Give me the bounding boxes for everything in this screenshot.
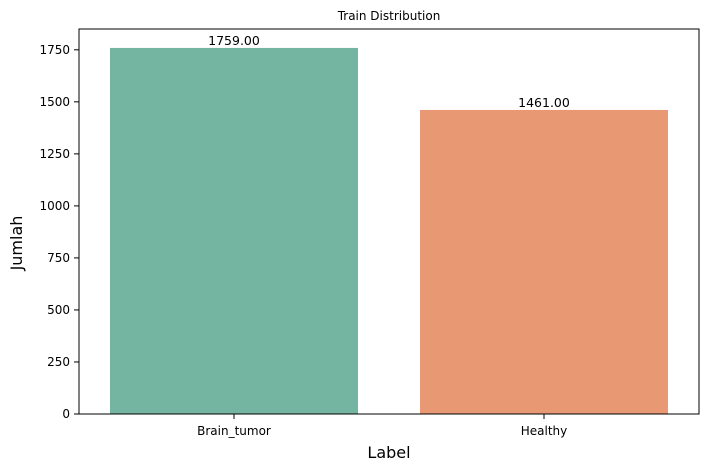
y-tick-label: 1750 (39, 43, 70, 57)
y-tick-label: 250 (47, 355, 70, 369)
y-tick-label: 1250 (39, 147, 70, 161)
x-axis-label: Label (367, 443, 410, 462)
data-label: 1759.00 (208, 33, 260, 48)
data-label: 1461.00 (518, 95, 570, 110)
y-tick-label: 1500 (39, 95, 70, 109)
plot-frame (78, 28, 700, 415)
bar-brain-tumor (110, 47, 358, 415)
plot-area: 1759.00 Brain_tumor 1461.00 Healthy 0 250 500 7… (39, 28, 700, 438)
y-tick-label: 1000 (39, 199, 70, 213)
y-tick-label: 750 (47, 251, 70, 265)
y-tick-label: 0 (62, 407, 70, 421)
y-axis-label: Jumlah (7, 216, 26, 272)
x-tick-label: Healthy (521, 424, 568, 438)
chart-title: Train Distribution (337, 9, 441, 23)
x-tick-label: Brain_tumor (197, 424, 271, 438)
y-tick-label: 500 (47, 303, 70, 317)
bar-healthy (420, 109, 668, 415)
